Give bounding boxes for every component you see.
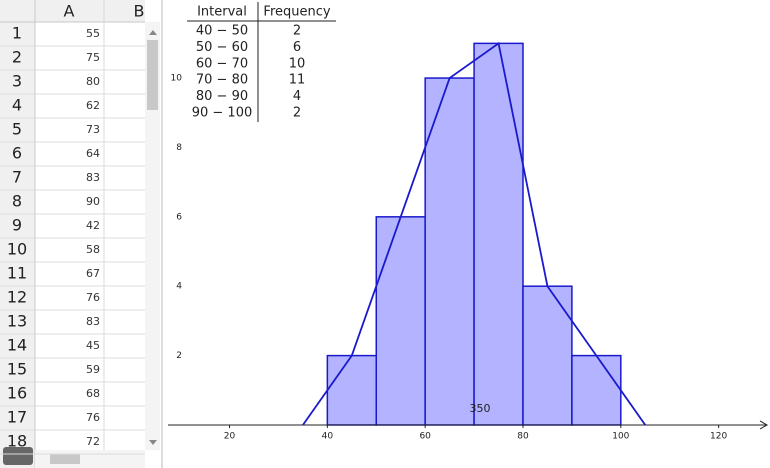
table-header: Interval [197,5,247,20]
x-tick-label: 60 [419,431,431,441]
row-number: 10 [7,240,27,259]
cell: 90 [86,195,100,208]
cell: 45 [86,339,100,352]
table-header: Frequency [263,5,330,20]
x-tick-label: 100 [612,431,629,441]
row-header-bg [0,0,35,468]
table-frequency: 4 [293,89,301,104]
y-tick-label: 10 [171,74,183,84]
graphics-view: 20 40 60 80 100 120 2 4 6 8 10 350 Interval Frequency… [168,2,769,441]
row-number: 16 [7,384,27,403]
table-frequency: 2 [293,106,301,121]
row-number: 4 [12,96,22,115]
histogram-bar [375,216,426,426]
row-number: 14 [7,336,27,355]
cell: 73 [86,123,100,136]
table-frequency: 6 [293,40,301,55]
row-number: 11 [7,264,27,283]
row-number: 9 [12,216,22,235]
cell: 75 [86,51,100,64]
table-interval: 90 − 100 [192,106,253,121]
x-tick-label: 120 [710,431,727,441]
vertical-scrollbar[interactable] [145,22,160,450]
row-number: 17 [7,408,27,427]
cell: 83 [86,171,100,184]
cell: 55 [86,27,100,40]
cell: 42 [86,219,100,232]
table-interval: 60 − 70 [196,56,248,71]
column-header: B [134,2,145,21]
cell: 59 [86,363,100,376]
row-number: 15 [7,360,27,379]
cell: 68 [86,387,100,400]
x-tick-label: 20 [224,431,236,441]
row-number: 1 [12,24,22,43]
table-frequency: 2 [293,24,301,39]
cell: 76 [86,411,100,424]
cell: 58 [86,243,100,256]
row-number: 13 [7,312,27,331]
cell: 64 [86,147,100,160]
table-interval: 70 − 80 [196,73,248,88]
x-axis-arrow [759,420,769,430]
scroll-down[interactable] [149,440,157,445]
histogram-bar [473,42,524,426]
histogram-bar [522,285,573,426]
row-number: 6 [12,144,22,163]
row-number: 18 [7,432,27,451]
table-interval: 50 − 60 [196,40,248,55]
column-header: A [64,2,75,21]
row-number: 5 [12,120,22,139]
row-number: 7 [12,168,22,187]
keyboard-button[interactable] [3,447,33,465]
table-bg [186,2,336,122]
y-tick-label: 4 [176,282,182,292]
cell: 72 [86,435,100,448]
cell: 80 [86,75,100,88]
cell: 67 [86,267,100,280]
row-number: 3 [12,72,22,91]
table-interval: 40 − 50 [196,24,248,39]
table-interval: 80 − 90 [196,89,248,104]
table-frequency: 11 [289,73,306,88]
histogram-bar [424,77,475,426]
histogram-bar [571,354,622,426]
cell: 83 [86,315,100,328]
row-number: 8 [12,192,22,211]
hscroll-thumb[interactable] [50,454,80,464]
y-tick-label: 2 [176,351,182,361]
cell: 76 [86,291,100,304]
table-frequency: 10 [289,56,306,71]
frequency-polygon [302,41,647,426]
y-tick-label: 6 [176,212,182,222]
scroll-thumb[interactable] [147,40,158,110]
scroll-up[interactable] [149,30,157,35]
x-tick-label: 80 [517,431,529,441]
row-number: 2 [12,48,22,67]
spreadsheet-view [0,0,163,468]
area-label: 350 [470,402,491,415]
cell: 62 [86,99,100,112]
column-header-bg [0,0,145,22]
y-tick-label: 8 [176,143,182,153]
x-tick-label: 40 [322,431,334,441]
histogram-bar [326,354,378,426]
row-number: 12 [7,288,27,307]
